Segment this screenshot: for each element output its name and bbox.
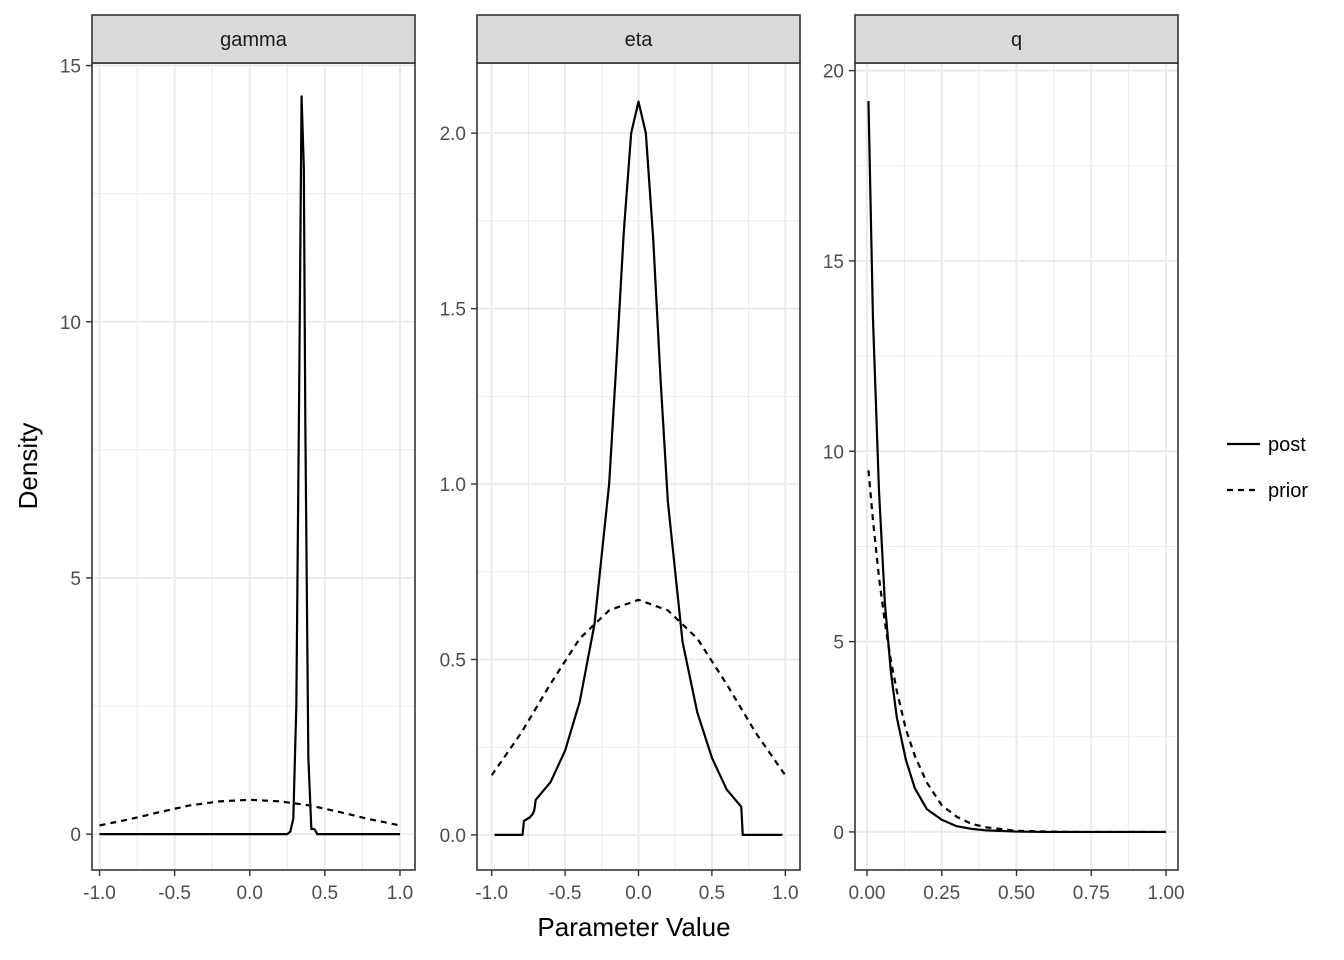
y-tick-label: 1.5 [440, 300, 466, 321]
y-tick-label: 10 [823, 442, 844, 463]
y-tick-label: 5 [70, 569, 81, 590]
x-tick-label: 1.00 [1148, 883, 1185, 904]
series-line-post [494, 100, 783, 837]
x-tick-label: 0.0 [237, 883, 263, 904]
series-line-prior [490, 598, 787, 776]
x-axis-title: Parameter Value [537, 912, 730, 942]
panel-background [92, 63, 415, 870]
x-tick-label: 1.0 [387, 883, 413, 904]
facet-strip [476, 14, 801, 64]
series-line-post [99, 95, 400, 836]
x-tick-label: -1.0 [475, 883, 508, 904]
x-tick-label: 0.5 [699, 883, 725, 904]
x-tick-label: 0.25 [923, 883, 960, 904]
facet-strip [91, 14, 416, 64]
y-tick-label: 0 [70, 825, 81, 846]
x-tick-label: 0.5 [312, 883, 338, 904]
x-tick-label: -0.5 [549, 883, 582, 904]
facet-eta: eta -1.0 -0.5 0.0 0.5 1.0 0.0 0.5 1.0 1.5 2.0 [440, 14, 801, 904]
legend-label-post: post [1268, 434, 1306, 456]
series-line-prior [99, 798, 401, 827]
y-tick-label: 0 [833, 823, 844, 844]
y-tick-label: 2.0 [440, 124, 466, 145]
y-axis-title: Density [13, 423, 43, 510]
facet-strip-label: gamma [220, 29, 288, 51]
facet-gamma: gamma -1.0 -0.5 0.0 0.5 1.0 0 5 10 15 [60, 14, 416, 904]
x-tick-label: 0.00 [848, 883, 885, 904]
x-tick-label: -1.0 [83, 883, 116, 904]
facet-strip [854, 14, 1179, 64]
y-tick-label: 15 [823, 252, 844, 273]
x-tick-label: 0.0 [625, 883, 651, 904]
x-tick-label: -0.5 [158, 883, 191, 904]
series-line-prior [867, 470, 1167, 834]
y-tick-label: 5 [833, 633, 844, 654]
x-tick-label: 0.50 [998, 883, 1035, 904]
y-tick-label: 15 [60, 57, 81, 78]
y-tick-label: 10 [60, 313, 81, 334]
y-tick-label: 0.0 [440, 826, 466, 847]
x-tick-label: 0.75 [1073, 883, 1110, 904]
legend-label-prior: prior [1268, 480, 1308, 502]
legend: post prior [1227, 434, 1308, 502]
y-tick-label: 20 [823, 62, 844, 83]
facet-q: q 0.00 0.25 0.50 0.75 1.00 0 5 10 15 20 [823, 14, 1185, 904]
y-tick-label: 0.5 [440, 650, 466, 671]
x-tick-label: 1.0 [772, 883, 798, 904]
facet-strip-label: eta [625, 29, 654, 51]
y-tick-label: 1.0 [440, 475, 466, 496]
facet-strip-label: q [1011, 29, 1022, 51]
